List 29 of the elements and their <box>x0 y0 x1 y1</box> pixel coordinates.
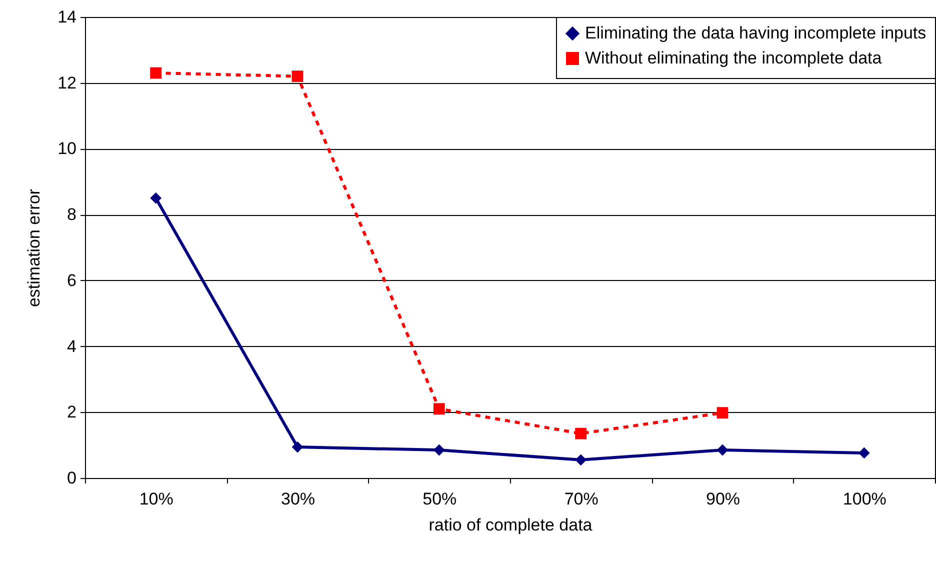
y-tick-label: 12 <box>58 73 76 92</box>
x-tick-label: 70% <box>564 490 598 508</box>
x-axis-title: ratio of complete data <box>428 516 593 534</box>
point <box>292 70 304 82</box>
y-tick-label: 2 <box>67 402 76 422</box>
y-axis-title: estimation error <box>24 188 44 308</box>
point <box>716 407 728 418</box>
y-tick-label: 4 <box>67 336 76 356</box>
x-tick-label: 50% <box>422 490 457 508</box>
x-tick-label: 90% <box>706 490 740 508</box>
point <box>716 444 728 456</box>
x-tick-label: 10% <box>139 490 174 508</box>
y-tick-label: 6 <box>67 270 76 290</box>
legend-label: Without eliminating the incomplete data <box>585 48 882 68</box>
point <box>433 444 445 456</box>
y-tick-label: 10 <box>58 139 76 158</box>
point <box>150 67 162 79</box>
point <box>858 447 870 459</box>
point <box>575 428 587 440</box>
point <box>292 441 304 453</box>
point <box>150 192 162 204</box>
x-tick-label: 30% <box>280 490 316 508</box>
point <box>575 454 587 466</box>
y-tick-label: 8 <box>67 205 76 224</box>
legend-label: Eliminating the data having incomplete inputs <box>585 24 926 42</box>
point <box>433 403 445 415</box>
y-tick-label: 0 <box>67 468 76 488</box>
x-tick-label: 100% <box>842 490 886 508</box>
y-tick-label: 14 <box>58 8 76 26</box>
